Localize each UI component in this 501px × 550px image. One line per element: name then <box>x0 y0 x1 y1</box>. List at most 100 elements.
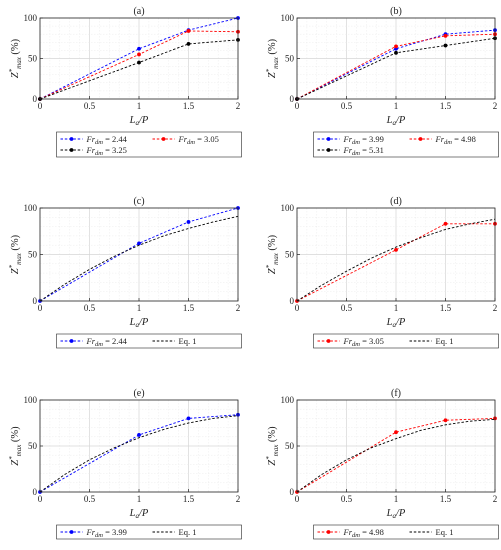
data-point <box>394 430 398 435</box>
legend-label: Frdm = 3.05 <box>343 336 384 348</box>
y-axis-label: Z*max (%) <box>265 234 280 274</box>
legend-entry: Eq. 1 <box>409 527 453 537</box>
legend-marker <box>326 148 331 152</box>
legend-entry: Eq. 1 <box>152 527 197 537</box>
x-tick-label: 0.5 <box>341 303 353 313</box>
data-point <box>443 418 448 423</box>
legend-box <box>313 333 499 349</box>
data-point <box>186 29 191 33</box>
x-tick-label: 0.5 <box>84 494 96 504</box>
y-tick-label: 50 <box>285 54 295 64</box>
legend-marker <box>69 148 74 152</box>
panel-b: 0 0.5 1 1.5 2 0 50 100 (b) La/P Z*max (%) Frdm = 3.… <box>265 6 499 158</box>
y-tick-label: 100 <box>24 13 38 23</box>
y-tick-label: 0 <box>33 94 38 104</box>
legend-label: Frdm = 2.44 <box>86 336 128 348</box>
legend-label: Eq. 1 <box>179 527 197 537</box>
series-line-1 <box>39 414 239 493</box>
panel-title: (b) <box>390 6 402 17</box>
data-point <box>443 221 448 226</box>
series-line-2 <box>296 218 496 302</box>
series-line-2 <box>39 415 239 493</box>
y-axis-label: Z*max (%) <box>8 426 23 466</box>
x-tick-label: 2 <box>236 303 241 313</box>
y-tick-label: 0 <box>33 296 38 306</box>
legend-marker <box>326 530 331 534</box>
x-axis-label: La/P <box>386 508 406 520</box>
data-point <box>394 44 398 49</box>
legend-label: Frdm = 4.98 <box>343 527 384 539</box>
panel-title: (a) <box>133 6 144 17</box>
x-tick-label: 0.5 <box>84 101 96 111</box>
legend-entry: Frdm = 3.99 <box>60 527 127 539</box>
y-tick-label: 100 <box>281 203 295 213</box>
series-line-2 <box>296 418 496 493</box>
legend-marker <box>161 137 166 141</box>
x-tick-label: 1.5 <box>183 303 195 313</box>
x-tick-label: 2 <box>236 494 241 504</box>
legend: Frdm = 2.44 Eq. 1 <box>56 333 242 349</box>
y-axis-label: Z*max (%) <box>265 38 280 78</box>
legend-label: Frdm = 2.44 <box>86 134 128 146</box>
legend-entry: Frdm = 4.98 <box>317 527 384 539</box>
data-point <box>394 50 398 55</box>
data-point <box>443 43 448 48</box>
data-point <box>137 46 141 51</box>
legend-box <box>313 524 499 540</box>
data-point <box>137 60 141 65</box>
data-point <box>186 220 191 224</box>
series-line-2 <box>296 33 496 100</box>
data-point <box>137 241 141 246</box>
panel-f: 0 0.5 1 1.5 2 0 50 100 (f) La/P Z*max (%) Frdm = 4.… <box>265 388 499 540</box>
panel-title: (f) <box>391 388 401 399</box>
x-axis-label: La/P <box>129 115 149 127</box>
x-tick-label: 0 <box>38 101 43 111</box>
legend-entry: Frdm = 3.05 <box>152 134 219 146</box>
legend-label: Eq. 1 <box>436 336 454 346</box>
legend-entry: Frdm = 2.44 <box>60 336 128 348</box>
x-tick-label: 0 <box>295 101 300 111</box>
series-line-1 <box>296 223 495 302</box>
legend: Frdm = 3.05 Eq. 1 <box>313 333 499 349</box>
y-tick-label: 50 <box>28 250 38 260</box>
legend-label: Eq. 1 <box>179 336 197 346</box>
y-tick-label: 0 <box>290 296 295 306</box>
legend-label: Frdm = 3.99 <box>343 134 384 146</box>
x-tick-label: 1.5 <box>440 101 452 111</box>
y-tick-label: 0 <box>290 94 295 104</box>
legend-label: Frdm = 4.98 <box>435 134 476 146</box>
x-tick-label: 2 <box>493 494 498 504</box>
series-line-1 <box>39 207 239 302</box>
legend-box <box>56 131 242 158</box>
legend-entry: Frdm = 3.99 <box>317 134 384 146</box>
x-tick-label: 1.5 <box>440 303 452 313</box>
legend-marker <box>326 137 331 141</box>
legend-entry: Frdm = 3.05 <box>317 336 384 348</box>
legend-marker <box>69 530 74 534</box>
y-axis-label: Z*max (%) <box>265 426 280 466</box>
x-tick-label: 1 <box>394 494 399 504</box>
legend-label: Frdm = 5.31 <box>343 145 384 157</box>
legend-marker <box>418 137 423 141</box>
x-tick-label: 0 <box>295 494 300 504</box>
legend-label: Frdm = 3.05 <box>178 134 219 146</box>
x-tick-label: 1.5 <box>440 494 452 504</box>
series-line-3 <box>296 37 496 100</box>
x-tick-label: 0 <box>38 303 43 313</box>
x-tick-label: 1.5 <box>183 494 195 504</box>
y-tick-label: 100 <box>281 395 295 405</box>
y-axis-label: Z*max (%) <box>8 234 23 274</box>
y-tick-label: 50 <box>28 441 38 451</box>
legend-entry: Frdm = 3.25 <box>60 145 127 157</box>
data-point <box>137 52 141 57</box>
x-axis-label: La/P <box>386 317 406 329</box>
y-tick-label: 100 <box>281 13 295 23</box>
x-tick-label: 1 <box>137 101 142 111</box>
series-line-2 <box>39 215 239 302</box>
legend: Frdm = 2.44 Frdm = 3.05 Frdm = 3.25 <box>56 131 242 158</box>
y-axis-label: Z*max (%) <box>8 38 23 78</box>
x-tick-label: 0.5 <box>341 101 353 111</box>
series-line-1 <box>296 417 496 493</box>
x-axis-label: La/P <box>129 508 149 520</box>
